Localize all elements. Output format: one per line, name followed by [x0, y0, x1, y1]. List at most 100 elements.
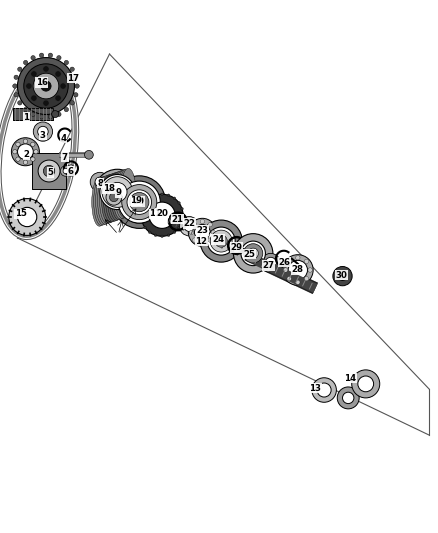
Circle shape	[38, 126, 48, 137]
Text: 28: 28	[292, 265, 304, 274]
Text: 13: 13	[309, 384, 321, 393]
Circle shape	[39, 115, 44, 119]
Circle shape	[31, 55, 35, 60]
Ellipse shape	[95, 177, 111, 225]
Ellipse shape	[92, 178, 107, 226]
Text: 22: 22	[183, 219, 195, 228]
Circle shape	[18, 67, 22, 71]
Text: 15: 15	[15, 209, 27, 219]
Circle shape	[24, 64, 68, 108]
Circle shape	[194, 224, 210, 240]
Circle shape	[57, 112, 61, 117]
Circle shape	[75, 84, 79, 88]
Text: 19: 19	[130, 196, 142, 205]
Circle shape	[337, 387, 359, 409]
Circle shape	[283, 268, 288, 272]
Circle shape	[144, 201, 146, 204]
Circle shape	[200, 220, 242, 262]
Circle shape	[241, 241, 265, 265]
Ellipse shape	[101, 175, 117, 223]
Circle shape	[131, 199, 148, 216]
Circle shape	[14, 93, 18, 97]
Circle shape	[152, 208, 161, 217]
Circle shape	[304, 259, 309, 263]
Circle shape	[23, 139, 28, 143]
Circle shape	[70, 67, 74, 71]
Text: 2: 2	[23, 150, 29, 159]
Circle shape	[173, 197, 176, 199]
Text: 25: 25	[244, 250, 256, 259]
Circle shape	[182, 214, 184, 216]
Text: 27: 27	[262, 261, 275, 270]
Text: 23: 23	[196, 226, 208, 235]
Circle shape	[141, 221, 143, 223]
Circle shape	[100, 174, 135, 209]
Circle shape	[287, 259, 291, 263]
Circle shape	[144, 227, 146, 229]
Circle shape	[16, 157, 20, 161]
Circle shape	[33, 122, 53, 141]
Text: 3: 3	[40, 131, 46, 140]
Circle shape	[31, 157, 35, 161]
Circle shape	[55, 71, 61, 77]
Ellipse shape	[105, 174, 120, 222]
Circle shape	[23, 160, 28, 165]
Circle shape	[161, 235, 163, 238]
Circle shape	[18, 101, 22, 105]
Ellipse shape	[120, 168, 136, 216]
Circle shape	[188, 219, 216, 246]
Circle shape	[39, 53, 44, 58]
Circle shape	[57, 55, 61, 60]
Circle shape	[207, 227, 235, 255]
Circle shape	[24, 107, 28, 112]
Circle shape	[283, 255, 313, 285]
Ellipse shape	[107, 173, 123, 221]
Circle shape	[352, 370, 380, 398]
Circle shape	[154, 234, 157, 237]
Circle shape	[18, 58, 74, 115]
Circle shape	[18, 144, 33, 159]
Circle shape	[43, 165, 55, 177]
Circle shape	[124, 191, 155, 223]
Circle shape	[55, 95, 61, 101]
Circle shape	[43, 100, 49, 106]
Circle shape	[178, 227, 180, 229]
Circle shape	[141, 207, 143, 210]
Circle shape	[48, 53, 53, 58]
Text: 21: 21	[171, 215, 184, 224]
Circle shape	[189, 230, 194, 235]
Circle shape	[43, 66, 49, 72]
Circle shape	[208, 222, 212, 227]
Circle shape	[74, 75, 78, 79]
Circle shape	[33, 73, 59, 99]
Ellipse shape	[111, 172, 127, 220]
Circle shape	[180, 216, 199, 236]
Circle shape	[296, 280, 300, 285]
Circle shape	[122, 184, 157, 220]
Circle shape	[200, 241, 205, 246]
Text: 8: 8	[98, 179, 104, 188]
Text: 26: 26	[279, 257, 291, 266]
Ellipse shape	[117, 169, 132, 218]
Circle shape	[358, 376, 374, 392]
Circle shape	[244, 244, 263, 263]
Circle shape	[38, 160, 60, 182]
Circle shape	[9, 199, 46, 236]
Text: 14: 14	[344, 374, 357, 383]
Circle shape	[11, 138, 39, 166]
Circle shape	[211, 230, 215, 235]
Circle shape	[26, 83, 32, 89]
Circle shape	[141, 194, 183, 236]
Bar	[32, 154, 66, 189]
Circle shape	[127, 190, 152, 214]
Circle shape	[16, 142, 20, 147]
Text: 10: 10	[132, 197, 144, 206]
Circle shape	[167, 194, 170, 197]
Circle shape	[113, 176, 166, 229]
Circle shape	[31, 71, 37, 77]
Circle shape	[339, 273, 346, 279]
Circle shape	[173, 231, 176, 233]
Text: 16: 16	[35, 78, 48, 87]
Circle shape	[31, 112, 35, 117]
Text: 5: 5	[47, 168, 53, 177]
